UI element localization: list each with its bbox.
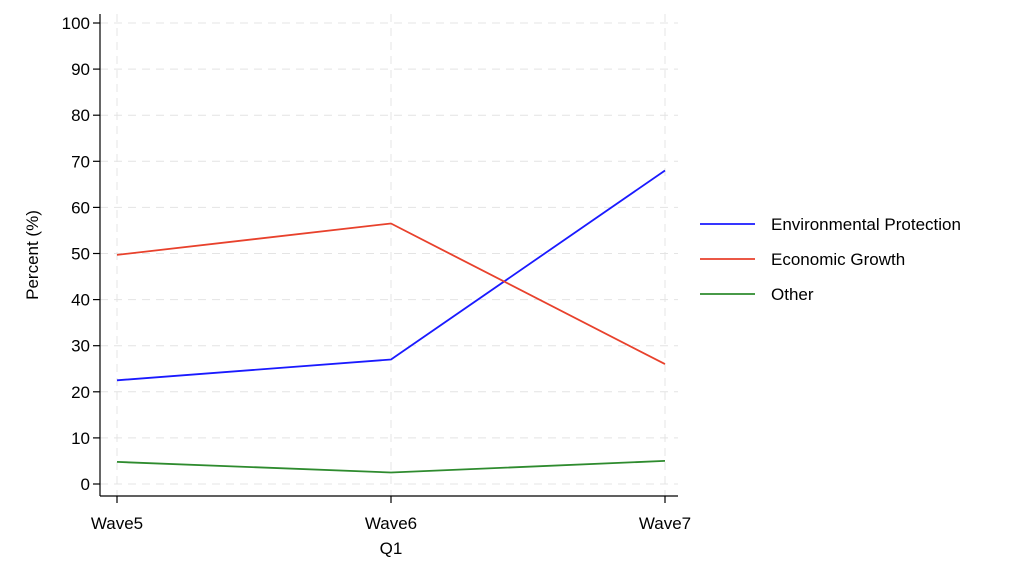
y-tick-label: 0 xyxy=(81,475,90,494)
series-line xyxy=(116,460,666,474)
x-tick-label: Wave6 xyxy=(365,514,417,533)
x-axis-title: Q1 xyxy=(380,539,403,558)
grid xyxy=(100,14,678,496)
y-tick-label: 30 xyxy=(71,337,90,356)
series-lines xyxy=(116,169,666,474)
y-axis-title: Percent (%) xyxy=(23,210,42,300)
y-tick-label: 60 xyxy=(71,198,90,217)
legend-label: Environmental Protection xyxy=(771,215,961,234)
y-tick-label: 20 xyxy=(71,383,90,402)
series-line xyxy=(116,169,666,382)
y-tick-label: 10 xyxy=(71,429,90,448)
y-tick-label: 80 xyxy=(71,106,90,125)
y-tick-label: 100 xyxy=(62,14,90,33)
y-tick-label: 40 xyxy=(71,291,90,310)
y-axis-ticks: 0 10 20 30 40 50 60 70 80 90 100 xyxy=(62,14,100,494)
x-tick-label: Wave7 xyxy=(639,514,691,533)
x-tick-label: Wave5 xyxy=(91,514,143,533)
y-tick-label: 90 xyxy=(71,60,90,79)
legend: Environmental Protection Economic Growth O… xyxy=(700,215,961,304)
axes xyxy=(99,14,678,497)
legend-label: Economic Growth xyxy=(771,250,905,269)
x-axis-ticks: Wave5 Wave6 Wave7 xyxy=(91,496,691,533)
y-tick-label: 50 xyxy=(71,245,90,264)
series-line xyxy=(116,222,666,365)
y-tick-label: 70 xyxy=(71,152,90,171)
legend-label: Other xyxy=(771,285,814,304)
